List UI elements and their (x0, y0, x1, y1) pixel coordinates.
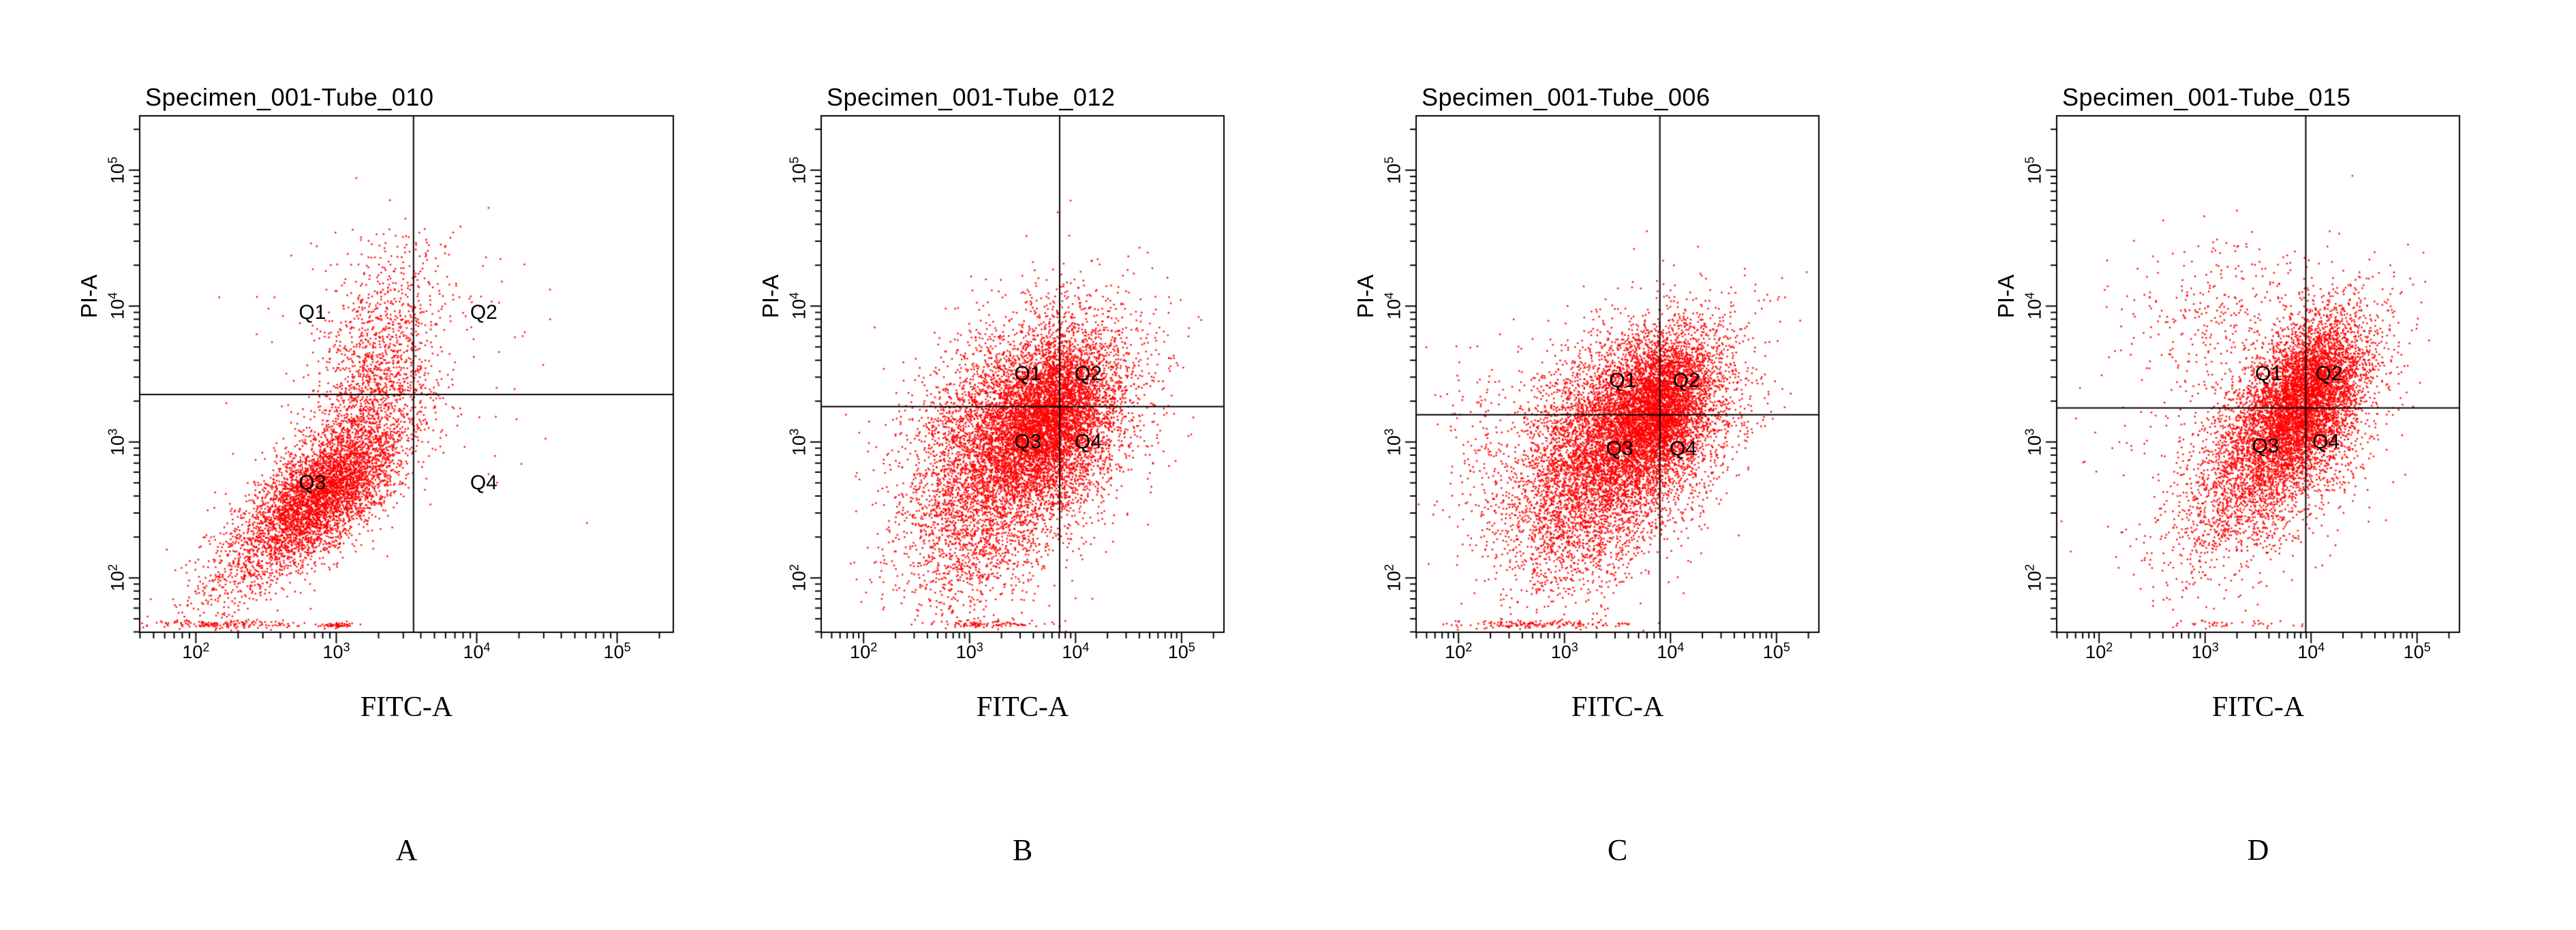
scatter-points-canvas (0, 0, 2576, 930)
flow-cytometry-figure: Specimen_001-Tube_010 PI-A FITC-A A 102 1… (0, 0, 2576, 930)
